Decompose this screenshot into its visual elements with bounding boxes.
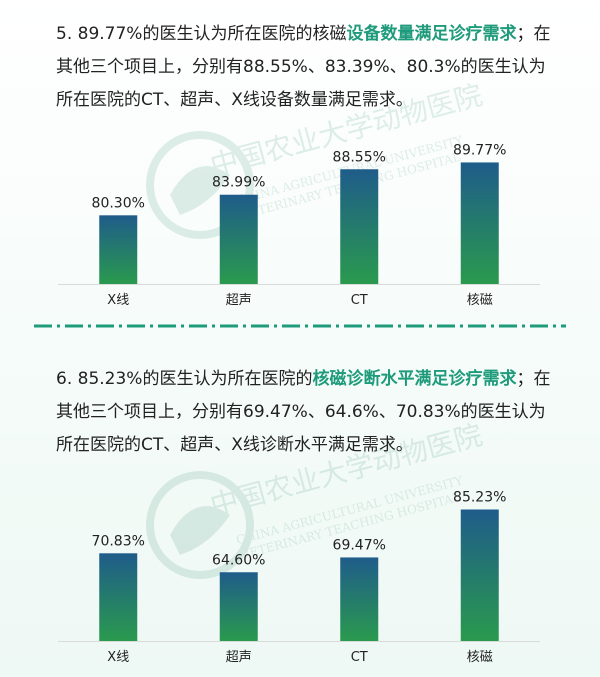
heading-part-lead: 6. 85.23%的医生认为所在医院的 xyxy=(56,369,313,389)
value-label-3: 85.23% xyxy=(453,490,506,506)
chart-svg: 80.30% X线 83.99% 超声 88.55% CT 89.77% 核磁 xyxy=(58,142,540,308)
chart-svg: 70.83% X线 64.60% 超声 69.47% CT 85.23% 核磁 xyxy=(58,490,540,665)
bar-3 xyxy=(460,509,499,641)
value-label-2: 69.47% xyxy=(333,537,386,553)
bar-chart-equipment: 80.30% X线 83.99% 超声 88.55% CT 89.77% 核磁 xyxy=(58,130,540,320)
section-heading: 5. 89.77%的医生认为所在医院的核磁设备数量满足诊疗需求；在其他三个项目上… xyxy=(56,18,556,117)
bar-0 xyxy=(99,215,138,284)
section-separator xyxy=(34,324,566,328)
category-label-2: CT xyxy=(351,650,368,665)
heading-part-rest: ；在其他三个项目上，分别有69.47%、64.6%、70.83%的医生认为所在医… xyxy=(56,369,551,455)
category-label-1: 超声 xyxy=(226,650,252,665)
value-label-0: 80.30% xyxy=(92,195,145,211)
bar-1 xyxy=(219,572,258,641)
heading-highlight: 核磁诊断水平满足诊疗需求 xyxy=(312,369,517,389)
value-label-0: 70.83% xyxy=(92,533,145,549)
section-diagnostic-level: 中国农业大学动物医院 CHINA AGRICULTURAL UNIVERSITY… xyxy=(0,345,600,677)
value-label-3: 89.77% xyxy=(453,142,506,158)
value-label-2: 88.55% xyxy=(333,149,386,165)
bar-2 xyxy=(340,169,379,284)
category-label-3: 核磁 xyxy=(467,650,493,665)
section-heading: 6. 85.23%的医生认为所在医院的核磁诊断水平满足诊疗需求；在其他三个项目上… xyxy=(56,363,556,462)
bar-3 xyxy=(460,162,499,284)
bar-chart-diagnostic: 70.83% X线 64.60% 超声 69.47% CT 85.23% 核磁 xyxy=(58,475,540,677)
category-label-3: 核磁 xyxy=(467,293,493,308)
heading-part-lead: 5. 89.77%的医生认为所在医院的核磁 xyxy=(56,24,347,44)
bar-0 xyxy=(99,553,138,641)
value-label-1: 64.60% xyxy=(212,552,265,568)
heading-highlight: 设备数量满足诊疗需求 xyxy=(346,24,517,44)
category-label-1: 超声 xyxy=(226,293,252,308)
category-label-2: CT xyxy=(351,293,368,308)
bar-2 xyxy=(340,557,379,641)
bar-1 xyxy=(219,194,258,284)
heading-part-rest: ；在其他三个项目上，分别有88.55%、83.39%、80.3%的医生认为所在医… xyxy=(56,24,551,110)
value-label-1: 83.99% xyxy=(212,175,265,191)
category-label-0: X线 xyxy=(107,293,129,308)
category-label-0: X线 xyxy=(107,650,129,665)
section-equipment-quantity: 中国农业大学动物医院 CHINA AGRICULTURAL UNIVERSITY… xyxy=(0,0,600,320)
